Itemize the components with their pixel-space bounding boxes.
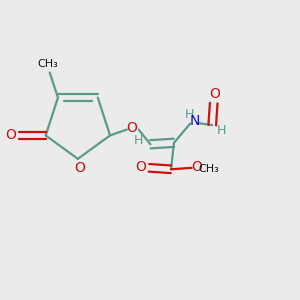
- Text: O: O: [127, 121, 138, 135]
- Text: O: O: [5, 128, 16, 142]
- Text: H: H: [133, 134, 143, 147]
- Text: N: N: [189, 114, 200, 128]
- Text: CH₃: CH₃: [198, 164, 219, 174]
- Text: O: O: [209, 87, 220, 101]
- Text: CH₃: CH₃: [38, 59, 58, 69]
- Text: H: H: [216, 124, 226, 137]
- Text: O: O: [191, 160, 202, 174]
- Text: H: H: [184, 108, 194, 121]
- Text: O: O: [74, 161, 85, 175]
- Text: O: O: [135, 160, 146, 174]
